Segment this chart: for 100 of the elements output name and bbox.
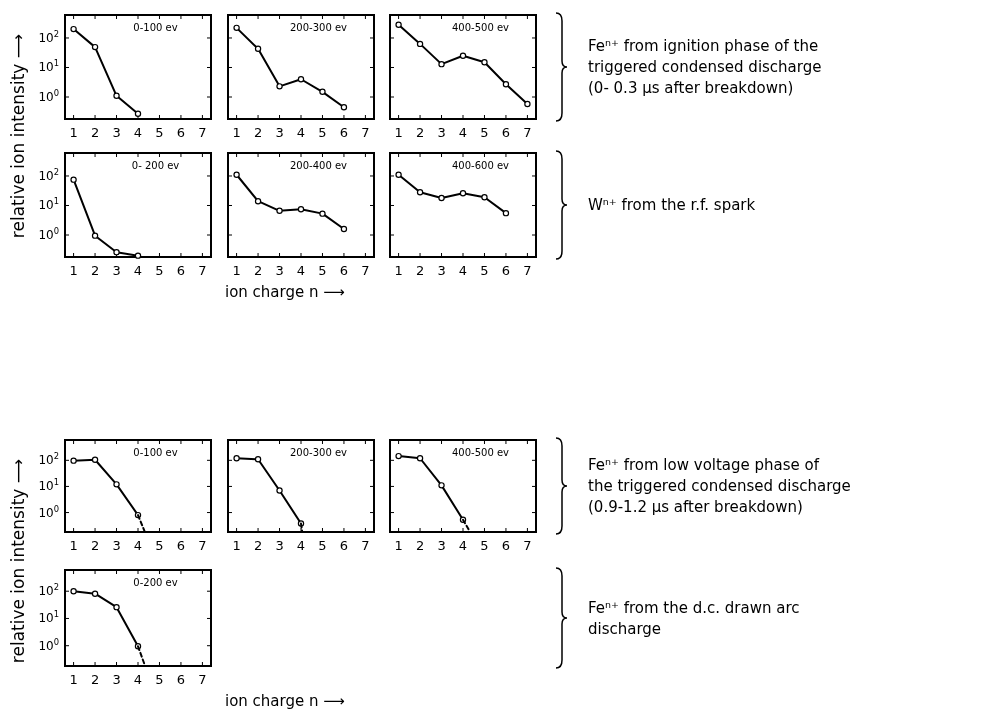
x-tick-label: 7 [523, 125, 532, 140]
text: 400-600 ev [452, 160, 510, 171]
x-tick-label: 1 [394, 263, 403, 278]
x-tick-label: 1 [69, 538, 78, 553]
x-tick-label: 6 [176, 263, 186, 278]
x-tick-label: 5 [480, 538, 489, 553]
x-tick-label: 1 [69, 672, 78, 687]
x-tick-label: 2 [415, 263, 425, 278]
x-tick-label: 4 [296, 538, 306, 553]
text: 200-400 ev [290, 160, 348, 171]
y-tick-label: 10$^{2}$ [38, 28, 59, 45]
x-tick-label: 2 [90, 263, 100, 278]
y-tick-label: 10$^{2}$ [38, 166, 59, 183]
x-tick-label: 6 [339, 263, 349, 278]
x-tick-label: 4 [133, 125, 143, 140]
x-tick-label: 5 [155, 125, 164, 140]
x-tick-label: 4 [458, 263, 468, 278]
x-tick-label: 7 [523, 538, 532, 553]
x-tick-label: 3 [437, 125, 446, 140]
y-tick-label: 10$^{1}$ [38, 58, 59, 75]
x-tick-label: 3 [437, 538, 446, 553]
x-tick-label: 4 [458, 125, 468, 140]
y-tick-label: 10$^{2}$ [38, 451, 59, 468]
x-tick-label: 3 [275, 538, 284, 553]
y-tick-label: 10$^{0}$ [38, 503, 59, 520]
x-tick-label: 3 [275, 125, 284, 140]
text: 0-100 ev [133, 447, 178, 458]
x-tick-label: 1 [232, 538, 241, 553]
x-tick-label: 5 [318, 538, 327, 553]
x-tick-label: 6 [176, 125, 186, 140]
text: 200-300 ev [290, 447, 348, 458]
x-tick-label: 5 [480, 125, 489, 140]
x-tick-label: 5 [155, 672, 164, 687]
text: 400-500 ev [452, 447, 510, 458]
x-tick-label: 6 [501, 263, 511, 278]
x-tick-label: 3 [437, 263, 446, 278]
x-tick-label: 5 [155, 263, 164, 278]
y-tick-label: 10$^{0}$ [38, 226, 59, 243]
text: 0-100 ev [133, 22, 178, 33]
x-tick-label: 7 [523, 263, 532, 278]
x-tick-label: 6 [176, 672, 186, 687]
text: Feⁿ⁺ from the d.c. drawn arc discharge [588, 598, 800, 638]
x-tick-label: 3 [112, 672, 121, 687]
x-tick-label: 2 [90, 125, 100, 140]
x-tick-label: 7 [361, 263, 370, 278]
text: Feⁿ⁺ from low voltage phase of the triggered condensed discharge (0.9-1.2 μs after breakdown) [588, 456, 851, 516]
y-tick-label: 10$^{1}$ [38, 609, 59, 626]
x-tick-label: 4 [133, 538, 143, 553]
x-tick-label: 6 [339, 125, 349, 140]
x-tick-label: 1 [394, 538, 403, 553]
x-tick-label: 2 [415, 538, 425, 553]
x-tick-label: 7 [361, 125, 370, 140]
x-tick-label: 7 [198, 672, 207, 687]
x-tick-label: 3 [112, 125, 121, 140]
x-axis-title: ion charge n ⟶ [225, 283, 345, 301]
text: Feⁿ⁺ from ignition phase of the triggered condensed discharge (0- 0.3 μs after breakdown) [588, 37, 822, 97]
y-tick-label: 10$^{2}$ [38, 582, 59, 599]
x-tick-label: 1 [232, 125, 241, 140]
x-tick-label: 4 [296, 263, 306, 278]
x-tick-label: 3 [275, 263, 284, 278]
y-axis-title: relative ion intensity ⟶ [8, 33, 28, 239]
x-tick-label: 2 [90, 538, 100, 553]
y-tick-label: 10$^{1}$ [38, 477, 59, 494]
x-tick-label: 7 [361, 538, 370, 553]
x-tick-label: 2 [253, 263, 263, 278]
x-tick-label: 6 [501, 125, 511, 140]
y-tick-label: 10$^{0}$ [38, 88, 59, 105]
y-tick-label: 10$^{1}$ [38, 196, 59, 213]
x-tick-label: 2 [415, 125, 425, 140]
x-tick-label: 3 [112, 538, 121, 553]
x-tick-label: 5 [318, 125, 327, 140]
text: 0-200 ev [133, 577, 178, 588]
text: 200-300 ev [290, 22, 348, 33]
x-tick-label: 2 [253, 538, 263, 553]
x-tick-label: 5 [155, 538, 164, 553]
x-tick-label: 6 [339, 538, 349, 553]
x-tick-label: 7 [198, 538, 207, 553]
x-tick-label: 1 [394, 125, 403, 140]
text: Wⁿ⁺ from the r.f. spark [588, 196, 756, 214]
x-tick-label: 5 [480, 263, 489, 278]
x-tick-label: 5 [318, 263, 327, 278]
x-tick-label: 1 [232, 263, 241, 278]
text: 400-500 ev [452, 22, 510, 33]
y-axis-title: relative ion intensity ⟶ [8, 458, 28, 664]
x-tick-label: 4 [133, 263, 143, 278]
x-tick-label: 4 [133, 672, 143, 687]
text: 0- 200 ev [131, 160, 180, 171]
x-tick-label: 7 [198, 125, 207, 140]
x-tick-label: 4 [458, 538, 468, 553]
x-tick-label: 1 [69, 125, 78, 140]
x-tick-label: 6 [176, 538, 186, 553]
x-tick-label: 4 [296, 125, 306, 140]
x-tick-label: 2 [253, 125, 263, 140]
x-tick-label: 6 [501, 538, 511, 553]
x-tick-label: 2 [90, 672, 100, 687]
y-tick-label: 10$^{0}$ [38, 636, 59, 653]
x-tick-label: 7 [198, 263, 207, 278]
x-axis-title: ion charge n ⟶ [225, 692, 345, 710]
x-tick-label: 1 [69, 263, 78, 278]
x-tick-label: 3 [112, 263, 121, 278]
